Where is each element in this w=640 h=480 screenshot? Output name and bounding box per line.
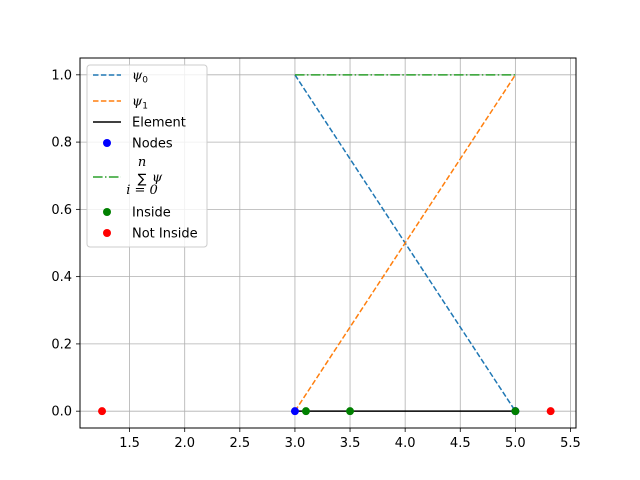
x-tick-label: 5.0 (505, 436, 526, 451)
plot-frame (79, 57, 577, 429)
legend-label: Nodes (132, 137, 173, 152)
legend-label: ψ0 (132, 69, 148, 86)
x-tick-label: 3.0 (285, 436, 306, 451)
legend-marker (103, 208, 111, 216)
legend-label: ψ1 (132, 95, 148, 112)
x-tick-label: 1.5 (119, 436, 140, 451)
y-tick-label: 0.6 (51, 203, 72, 218)
data-point (98, 407, 107, 416)
data-point (511, 407, 520, 416)
legend-label: Inside (132, 206, 171, 221)
x-tick-label: 4.5 (450, 436, 471, 451)
y-tick-label: 1.0 (51, 68, 72, 83)
y-tick-label: 0.8 (51, 136, 72, 151)
y-tick-label: 0.0 (51, 405, 72, 420)
series-line (294, 74, 517, 412)
x-axis: 1.5 2.0 2.5 3.0 3.5 4.0 4.5 5.0 5.5 (119, 428, 581, 451)
x-tick-label: 3.5 (340, 436, 361, 451)
legend-subscript: 0 (142, 76, 148, 86)
legend-label: Not Inside (132, 227, 198, 242)
legend-label: Element (132, 116, 186, 131)
legend-symbol: ψ (152, 171, 163, 186)
x-tick-label: 4.0 (395, 436, 416, 451)
data-point (546, 407, 555, 416)
legend-sum-lower: i = 0 (126, 183, 158, 198)
data-point (346, 407, 355, 416)
x-tick-label: 2.5 (229, 436, 250, 451)
y-axis: 0.0 0.2 0.4 0.6 0.8 1.0 (51, 68, 80, 420)
y-tick-label: 0.2 (51, 337, 72, 352)
legend-symbol: ψ (132, 95, 143, 110)
legend-frame (86, 64, 208, 248)
series-layer (98, 74, 555, 416)
x-tick-label: 5.5 (560, 436, 581, 451)
y-tick-label: 0.4 (51, 270, 72, 285)
legend-symbol: ψ (132, 69, 143, 84)
data-point (290, 407, 299, 416)
x-tick-label: 2.0 (174, 436, 195, 451)
legend-subscript: 1 (142, 102, 148, 112)
data-point (301, 407, 310, 416)
legend-marker (103, 229, 111, 237)
legend-sum-upper: n (138, 155, 146, 170)
legend-sum-symbol: ∑ (138, 172, 147, 187)
legend-marker (103, 139, 111, 147)
